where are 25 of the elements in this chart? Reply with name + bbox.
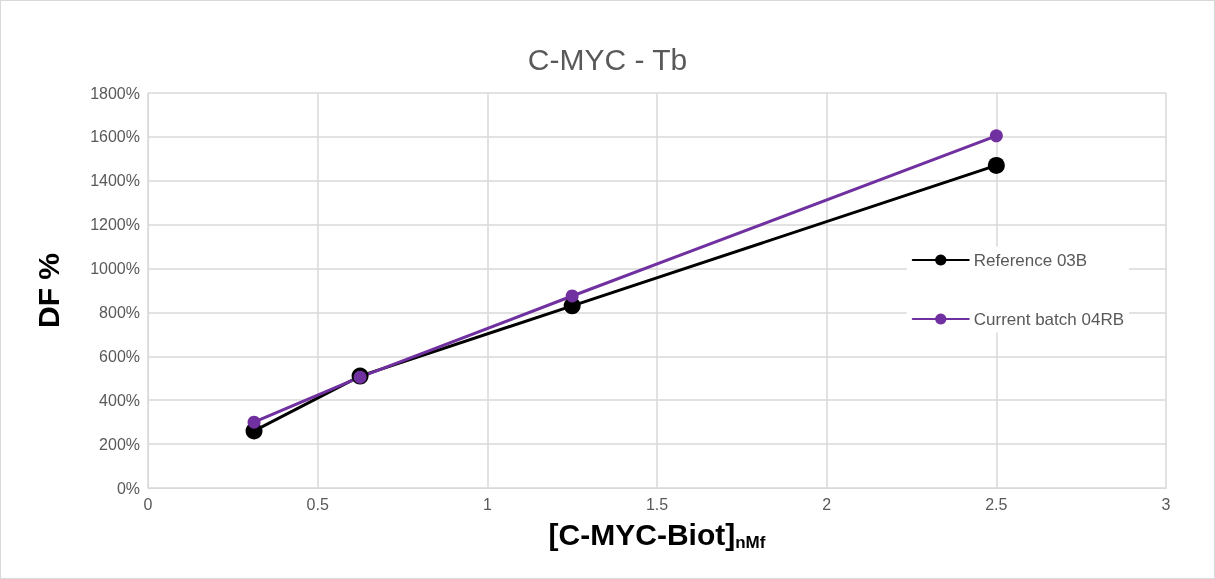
x-tick-label: 1.5	[645, 495, 669, 513]
x-tick-label: 0.5	[306, 495, 329, 513]
y-tick-label: 800%	[99, 303, 140, 321]
point	[989, 129, 1003, 143]
chart-title: C-MYC - Tb	[527, 42, 688, 76]
y-tick-label: 1000%	[90, 260, 140, 278]
point	[987, 156, 1005, 174]
y-tick-label: 1400%	[90, 172, 140, 190]
legend-label: Reference 03B	[973, 250, 1088, 270]
x-tick-label: 0	[143, 495, 153, 513]
point	[565, 289, 579, 303]
y-tick-label: 1200%	[90, 216, 140, 234]
y-tick-label: 600%	[99, 347, 140, 365]
y-tick-label: 200%	[99, 435, 140, 453]
x-tick-label: 1	[482, 495, 492, 513]
x-tick-label: 2.5	[985, 495, 1008, 513]
y-tick-label: 400%	[99, 391, 140, 409]
y-tick-label: 1600%	[90, 128, 140, 146]
y-tick-label: 1800%	[90, 84, 140, 102]
y-tick-label: 0%	[116, 479, 140, 497]
x-tick-label: 3	[1161, 495, 1171, 513]
legend-label: Current batch 04RB	[973, 309, 1125, 329]
x-tick-label: 2	[822, 495, 832, 513]
y-axis-title: DF %	[31, 253, 65, 328]
point	[247, 415, 261, 429]
